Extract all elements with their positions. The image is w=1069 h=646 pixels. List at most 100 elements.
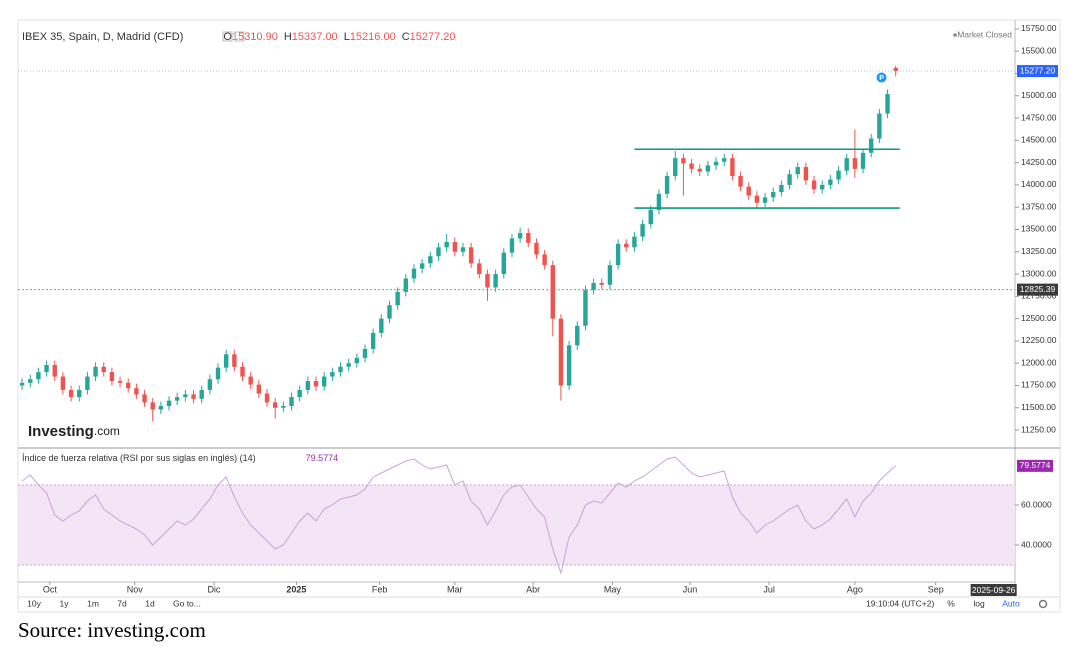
candle-body [256,384,262,394]
candle-body [632,236,637,248]
candle-body [722,158,727,162]
x-tick-label: Sep [928,584,944,594]
candle-body [526,233,531,243]
candle-body [101,366,106,373]
candle-body [52,364,57,377]
candle-body [624,243,629,248]
candle-body [803,167,809,181]
candle-body [281,405,286,408]
candle-body [542,254,547,266]
y-tick-label: 12250.00 [1021,335,1057,345]
candle-body [681,158,686,164]
candle-body [534,242,539,255]
candle-body [738,176,743,187]
candle-body [403,278,409,292]
rsi-value-tag [1017,459,1053,472]
candle-body [370,332,376,349]
range-button[interactable]: 7d [117,598,127,608]
candle-body [36,372,41,380]
candle-body [85,376,90,390]
candle-body [223,354,229,368]
x-tick-label: Jun [683,584,698,594]
rsi-value: 79.5774 [306,453,339,463]
candle-body [754,195,760,203]
candle-body [460,247,466,252]
x-tick-label: Ago [847,584,863,594]
candle-body [19,382,25,386]
scale-button[interactable]: Auto [1002,598,1020,608]
range-button[interactable]: 1d [145,598,155,608]
ohlc-value: 15337.00 [292,31,338,43]
settings-icon[interactable] [1038,599,1048,609]
y-tick-label: 13750.00 [1021,201,1057,211]
candle-body [697,168,702,172]
icon[interactable] [234,31,245,42]
candle-body [166,400,172,406]
candle-body [795,167,800,175]
range-button[interactable]: 1m [87,598,99,608]
candle-body [436,247,441,257]
candle-body [175,397,180,401]
y-tick-label: 14750.00 [1021,112,1057,122]
pin-label: P [879,75,884,82]
x-tick-label: Abr [526,584,540,594]
rsi-value-label: 79.5774 [1020,460,1051,470]
candle-body [820,184,825,190]
crosshair-x-tag [970,584,1017,596]
candle-body [387,305,392,319]
range-button[interactable]: 1y [60,598,70,608]
source: Source: investing.com [18,618,206,642]
candle-body [183,394,188,398]
candle-body [444,241,449,248]
candle-body [550,265,555,319]
candle-body [330,372,335,377]
goto-button[interactable]: Go to... [173,598,201,608]
candle-body [615,243,621,266]
candle-body [452,241,458,252]
candle-body [468,247,474,264]
candle-body [575,325,580,346]
candle-body [207,379,213,390]
range-button[interactable]: 10y [27,598,41,608]
ohlc-prefix: O [223,31,232,43]
x-tick-label: Nov [127,584,144,594]
candle-body [869,138,874,153]
candle-body [191,394,196,399]
ohlc-value: 15216.00 [350,31,396,43]
y-tick-label: 14000.00 [1021,179,1057,189]
rsi-title: Índice de fuerza relativa (RSI por sus s… [22,453,256,463]
candle-body [583,290,588,326]
y-tick-label: 11500.00 [1021,402,1056,412]
candle-body [648,209,653,225]
header: IBEX 35, Spain, D, Madrid (CFD) O15310.90… [22,31,456,43]
candle-body [779,184,784,193]
rsi-header: Índice de fuerza relativa (RSI por sus s… [22,453,338,463]
candle-body [852,158,858,169]
candle-body [746,186,751,196]
candle-body [428,256,433,264]
candle-body [150,402,155,410]
candle-body [844,158,849,171]
candle-body [117,381,123,383]
x-tick-label: Mar [447,584,463,594]
x-tick-label: Dic [207,584,220,594]
x-tick-label: Oct [43,584,58,594]
rsi-band [18,485,1015,565]
candle-body [730,158,735,177]
candle-body [240,366,245,377]
y-tick-label: 13000.00 [1021,268,1057,278]
candle-body [762,197,768,203]
x-tick-label: Jul [763,584,775,594]
scale-button[interactable]: log [973,598,985,608]
y-tick-label: 14250.00 [1021,157,1057,167]
ohlc-prefix: H [284,31,292,43]
candle-body [509,238,515,253]
candle-body [656,193,662,210]
pin-icon [876,72,887,83]
candle-body [607,265,613,285]
candle-body [199,389,204,399]
icon[interactable] [222,31,233,42]
scale-button[interactable]: % [947,598,955,608]
ohlc-prefix: C [402,31,410,43]
candle-body [689,163,694,169]
